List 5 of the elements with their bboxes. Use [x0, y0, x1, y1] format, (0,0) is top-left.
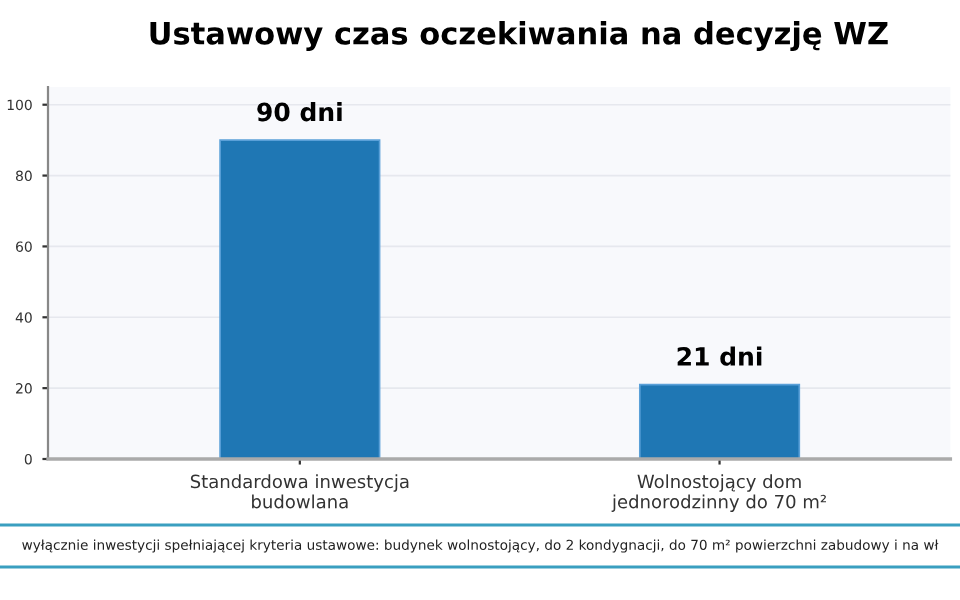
chart-title: Ustawowy czas oczekiwania na decyzję WZ	[150, 21, 888, 51]
x-tick-label: Standardowa inwestycja budowlana	[190, 474, 409, 509]
data-label: 90 dni	[257, 102, 342, 122]
data-label: 21 dni	[677, 346, 762, 366]
x-tick-label: Wolnostojący dom jednorodzinny do 70 m²	[611, 474, 827, 512]
